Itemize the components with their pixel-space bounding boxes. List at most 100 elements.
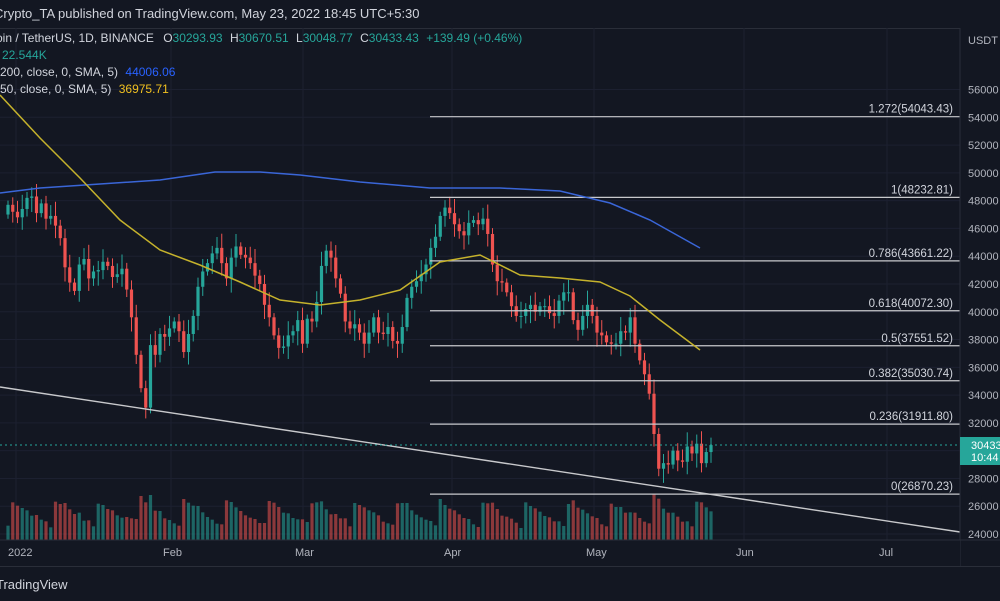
candle-body <box>291 331 295 336</box>
candle-body <box>676 450 680 461</box>
candle-body <box>633 317 637 344</box>
candle-body <box>671 450 675 465</box>
volume-bar <box>381 521 385 540</box>
candle-body <box>538 306 542 312</box>
sma50-label[interactable]: (50, close, 0, SMA, 5) <box>0 82 112 96</box>
close-label: C <box>360 31 369 45</box>
volume-bar <box>186 502 191 540</box>
candle-body <box>695 443 699 454</box>
volume-bar <box>581 509 585 540</box>
close-value: 30433.43 <box>368 31 419 45</box>
candle-body <box>68 267 72 283</box>
volume-bar <box>538 511 542 540</box>
volume-bar <box>638 518 642 540</box>
price-label: 56000 <box>968 85 999 97</box>
candle-body <box>543 306 547 308</box>
volume-bar <box>505 516 509 540</box>
sma200-label[interactable]: (200, close, 0, SMA, 5) <box>0 65 119 79</box>
volume-bar <box>277 507 281 540</box>
candle-body <box>163 333 167 337</box>
trendline[interactable] <box>0 386 961 533</box>
candle-body <box>243 254 248 258</box>
volume-bar <box>628 512 632 540</box>
volume-bar <box>177 525 181 540</box>
candle-body <box>20 208 24 218</box>
volume-bar <box>604 526 609 540</box>
volume-bar <box>595 518 599 540</box>
volume-bar <box>153 510 157 540</box>
price-axis[interactable] <box>960 28 1000 566</box>
high-value: 30670.51 <box>238 31 289 45</box>
volume-bar <box>49 527 53 540</box>
volume-bar <box>481 502 485 540</box>
current-price-badge <box>960 437 1000 465</box>
volume-bar <box>58 504 62 540</box>
volume-row: 22.544K <box>2 47 47 64</box>
candle-body <box>201 271 205 287</box>
volume-bar <box>386 523 390 540</box>
volume-bar <box>158 511 162 540</box>
volume-bar <box>319 501 324 540</box>
volume-bar <box>243 515 248 540</box>
volume-bar <box>566 504 571 540</box>
volume-bar <box>424 519 428 540</box>
candle-body <box>91 271 96 279</box>
candle-body <box>395 340 400 344</box>
sma200-value: 44006.06 <box>125 65 176 79</box>
fib-level-label: 0.236(31911.80) <box>869 411 953 423</box>
candle-body <box>305 318 309 344</box>
volume-bar <box>519 528 523 540</box>
time-label-apr: Apr <box>444 547 461 559</box>
candle-body <box>139 354 143 389</box>
volume-bar <box>272 502 276 540</box>
candle-body <box>642 360 647 375</box>
candle-body <box>106 261 110 266</box>
candle-body <box>205 263 210 272</box>
candle-body <box>524 308 528 316</box>
volume-bar <box>77 512 81 540</box>
candle-body <box>709 445 713 453</box>
volume-bar <box>144 502 148 540</box>
volume-bar <box>82 520 86 540</box>
candle-body <box>628 317 632 333</box>
volume-bar <box>585 513 590 540</box>
volume-bar <box>657 498 661 540</box>
volume-bar <box>30 515 34 540</box>
fibonacci-retracement[interactable]: 1.272(54043.43) 1(48232.81) 0.786(43661.22… <box>430 104 960 495</box>
volume-bar <box>20 508 24 540</box>
volume-bar <box>495 509 499 540</box>
volume-bar <box>267 501 271 540</box>
candle-body <box>239 246 243 255</box>
volume-bar <box>448 508 452 540</box>
volume-bar <box>148 495 153 540</box>
candle-body <box>334 257 338 279</box>
candle-body <box>557 300 561 316</box>
candle-body <box>96 270 100 272</box>
volume-bar <box>253 519 257 540</box>
candle-body <box>39 203 43 214</box>
candle-body <box>196 286 200 316</box>
candle-body <box>6 204 10 215</box>
candle-body <box>429 247 433 265</box>
candle-body <box>581 315 585 330</box>
volume-bar <box>476 527 480 540</box>
candle-body <box>277 335 281 348</box>
symbol-name[interactable]: oin / TetherUS, 1D, BINANCE <box>0 31 154 45</box>
candle-body <box>419 274 423 282</box>
volume-bar <box>210 519 214 540</box>
time-axis[interactable] <box>0 540 960 566</box>
candle-body <box>386 327 390 334</box>
volume-bar <box>315 502 319 540</box>
volume-bar <box>191 505 195 540</box>
candle-body <box>148 345 153 408</box>
volume-bar <box>343 518 347 540</box>
volume-bar <box>619 507 623 540</box>
candle-body <box>58 225 62 239</box>
sma200-row: (200, close, 0, SMA, 5) 44006.06 <box>0 64 175 81</box>
volume-bar <box>547 517 552 540</box>
fib-level-label: 0.618(40072.30) <box>869 298 954 310</box>
volume-value: 22.544K <box>2 48 47 62</box>
candle-body <box>376 317 381 333</box>
price-label: 38000 <box>968 335 999 347</box>
price-chart[interactable]: 1.272(54043.43) 1(48232.81) 0.786(43661.22… <box>0 28 1000 566</box>
